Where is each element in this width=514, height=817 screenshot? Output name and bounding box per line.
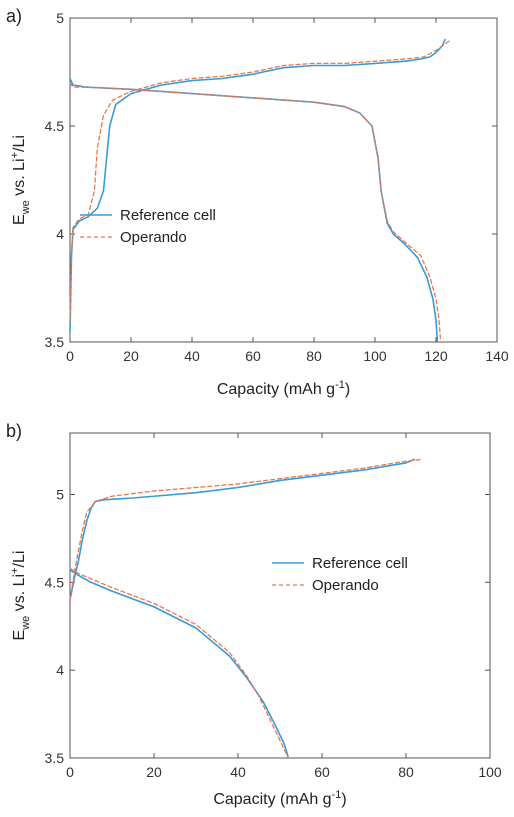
series-line-operando-1 [69, 82, 442, 343]
x-tick-label: 120 [424, 348, 448, 364]
plot-frame [69, 432, 491, 759]
y-axis-label-sub: we [20, 200, 32, 215]
panel-b: b) 0 20 40 60 80 100 3.5 4 4.5 5 Capacity (mAh g-1)… [6, 421, 502, 808]
x-tick-label: 100 [478, 764, 502, 780]
y-tick-label: 3.5 [45, 334, 65, 350]
series-line-operando-0 [69, 38, 452, 322]
plot-frame [69, 17, 498, 343]
legend-label: Reference cell [312, 555, 408, 572]
x-tick-label: 140 [485, 348, 509, 364]
y-axis-label-main: E [11, 214, 28, 225]
series-line-operando-1 [69, 567, 290, 759]
x-axis-label-end: ) [341, 791, 346, 808]
legend-label: Operando [312, 577, 379, 594]
series-line-reference-0 [69, 458, 416, 601]
x-axis-label: Capacity (mAh g-1) [217, 379, 350, 398]
legend-label: Operando [120, 229, 187, 246]
x-tick-label: 20 [123, 348, 139, 364]
x-tick-label: 80 [306, 348, 322, 364]
y-tick-label: 4.5 [45, 574, 65, 590]
y-axis-label-sub: we [20, 616, 32, 631]
panel-a: a) 0 20 40 60 80 100 120 140 3.5 4 4.5 5 Capacity (mA… [6, 6, 509, 398]
series-line-reference-0 [69, 38, 446, 332]
x-tick-label: 0 [66, 348, 74, 364]
x-tick-label: 40 [230, 764, 246, 780]
y-axis-label: Ewe vs. Li+/Li [9, 135, 32, 225]
panel-label: a) [6, 6, 22, 26]
y-axis-label-mid: vs. Li [11, 158, 28, 200]
x-tick-label: 40 [184, 348, 200, 364]
x-axis-label-main: Capacity (mAh g [213, 791, 331, 808]
y-tick-label: 3.5 [45, 750, 65, 766]
x-tick-label: 60 [245, 348, 261, 364]
x-axis-label: Capacity (mAh g-1) [213, 789, 346, 808]
y-axis-label-sup: + [9, 152, 21, 158]
y-axis-label-end: /Li [11, 135, 28, 152]
y-axis-label-end: /Li [11, 551, 28, 568]
x-tick-label: 60 [314, 764, 330, 780]
x-tick-label: 20 [146, 764, 162, 780]
panel-label: b) [6, 421, 22, 441]
y-axis-label-sup: + [9, 567, 21, 573]
series-line-reference-1 [69, 569, 290, 759]
x-axis-label-main: Capacity (mAh g [217, 381, 335, 398]
y-tick-label: 4 [56, 226, 64, 242]
x-tick-label: 100 [363, 348, 387, 364]
y-tick-label: 4.5 [45, 118, 65, 134]
y-axis-label-mid: vs. Li [11, 574, 28, 616]
y-tick-label: 5 [56, 486, 64, 502]
series-line-operando-0 [69, 458, 424, 601]
y-tick-label: 5 [56, 10, 64, 26]
y-axis-label: Ewe vs. Li+/Li [9, 551, 32, 641]
legend-label: Reference cell [120, 207, 216, 224]
x-axis-label-end: ) [345, 381, 350, 398]
x-axis-label-sup: -1 [332, 789, 342, 801]
x-tick-label: 0 [66, 764, 74, 780]
x-tick-label: 80 [398, 764, 414, 780]
x-axis-label-sup: -1 [335, 379, 345, 391]
y-axis-label-main: E [11, 630, 28, 641]
y-tick-label: 4 [56, 662, 64, 678]
